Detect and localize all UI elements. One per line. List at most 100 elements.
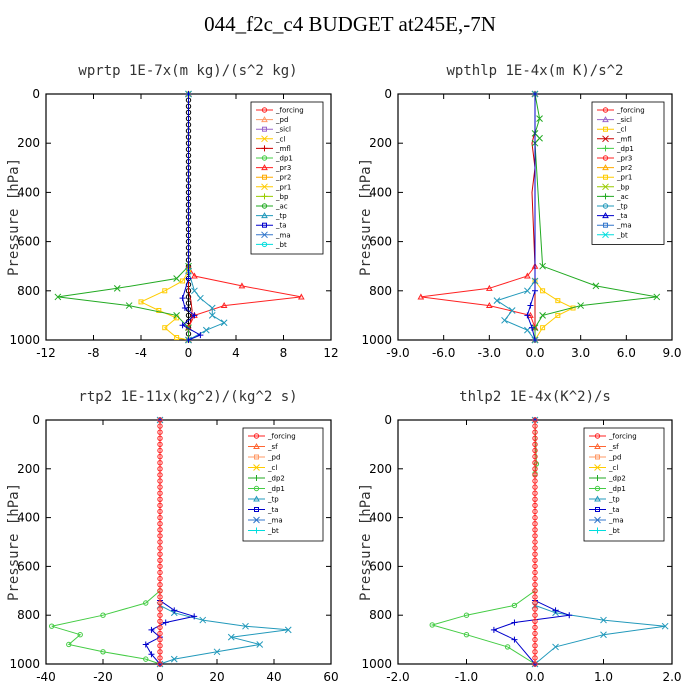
- data-point: [148, 626, 155, 633]
- legend-label: _pr1: [275, 183, 291, 191]
- data-point: [297, 293, 305, 300]
- legend: _forcing_pd _sicl_cl _mfl _dp1_pr3 _pr2_pr1 _…: [250, 101, 324, 255]
- legend-label: _pd: [275, 116, 288, 124]
- y-tick-label: 800: [369, 284, 392, 298]
- data-point: [142, 641, 149, 648]
- data-point: [157, 453, 163, 460]
- y-tick-label: 1000: [361, 333, 392, 347]
- legend-entry: _cl: [589, 464, 618, 472]
- y-tick-label: 0: [384, 87, 392, 101]
- x-tick-label: -1.0: [455, 670, 478, 684]
- series-line: [534, 94, 575, 341]
- data-point: [157, 649, 163, 655]
- data-point: [532, 533, 538, 539]
- data-point: [532, 527, 538, 533]
- data-point: [54, 293, 62, 301]
- legend-label: _bt: [267, 527, 279, 535]
- series-line: [534, 93, 657, 340]
- data-point: [532, 649, 538, 655]
- data-point: [157, 533, 163, 539]
- legend-entry: _ta: [597, 212, 628, 220]
- y-tick-label: 0: [32, 87, 40, 101]
- legend-label: _pr1: [616, 174, 632, 182]
- legend-entry: _pd: [589, 454, 621, 462]
- legend-label: _sf: [267, 443, 278, 451]
- data-point: [532, 490, 538, 496]
- data-point: [143, 656, 149, 662]
- data-point: [532, 618, 538, 624]
- data-point: [532, 588, 538, 594]
- data-point: [532, 551, 538, 557]
- x-tick-label: -20: [93, 670, 113, 684]
- data-point: [539, 262, 546, 270]
- legend-entry: _cl: [256, 135, 285, 143]
- data-point: [532, 600, 538, 606]
- legend-label: _ma: [275, 231, 291, 239]
- y-tick-label: 0: [32, 413, 40, 427]
- data-point: [143, 600, 149, 606]
- legend-label: _mfl: [616, 135, 632, 143]
- legend-entry: _forcing: [256, 107, 304, 115]
- data-point: [173, 275, 180, 282]
- legend-entry: _tp: [248, 495, 279, 504]
- data-point: [566, 612, 573, 619]
- data-point: [202, 326, 210, 334]
- legend-entry: _tp: [589, 495, 620, 504]
- data-point: [532, 569, 538, 576]
- legend: _forcing_sicl _cl_mfl _dp1 _pr3_pr2 _pr1_bp _…: [591, 101, 665, 245]
- legend-entry: _ac: [256, 203, 288, 211]
- panel-title: wprtp 1E-7x(m kg)/(s^2 kg): [78, 63, 297, 79]
- data-point: [577, 302, 585, 309]
- data-point: [157, 496, 163, 502]
- data-point: [532, 643, 538, 649]
- data-point: [157, 447, 163, 454]
- legend-label: _ta: [608, 506, 620, 514]
- data-point: [191, 272, 198, 279]
- series-line: [526, 94, 536, 341]
- data-point: [220, 319, 228, 327]
- x-tick-label: 20: [209, 670, 224, 684]
- y-tick-label: 600: [369, 235, 392, 249]
- legend-label: _pr2: [616, 164, 632, 172]
- data-point: [532, 575, 538, 582]
- legend-entry: _dp1: [256, 155, 293, 163]
- legend-entry: _ma: [256, 231, 291, 239]
- legend-entry: _pr2: [597, 164, 632, 172]
- legend-entry: _dp1: [248, 485, 285, 493]
- data-point: [157, 569, 163, 576]
- data-point: [536, 115, 543, 122]
- data-point: [532, 453, 538, 460]
- data-point: [185, 312, 192, 319]
- data-point: [532, 472, 538, 478]
- data-point: [191, 613, 198, 620]
- series-line: [181, 94, 202, 341]
- data-point: [199, 616, 207, 624]
- figure-title: 044_f2c_c4 BUDGET at245E,-7N: [204, 12, 496, 36]
- data-point: [524, 272, 531, 279]
- y-tick-label: 200: [369, 462, 392, 476]
- y-tick-label: 400: [369, 511, 392, 525]
- data-point: [148, 651, 155, 658]
- data-point: [208, 304, 216, 312]
- legend-entry: _ta: [589, 506, 620, 514]
- data-point: [185, 91, 192, 97]
- data-point: [185, 337, 192, 343]
- data-point: [157, 661, 163, 667]
- legend-label: _tp: [608, 496, 620, 504]
- x-tick-label: 0.0: [525, 346, 544, 360]
- data-point: [532, 606, 538, 612]
- data-point: [185, 294, 192, 300]
- legend-entry: _pr3: [256, 164, 291, 172]
- data-point: [504, 644, 511, 650]
- data-point: [100, 649, 106, 655]
- data-point: [157, 502, 163, 509]
- data-point: [532, 417, 538, 423]
- legend-entry: _pd: [248, 454, 280, 462]
- y-tick-label: 600: [17, 235, 40, 249]
- x-tick-label: 6.0: [617, 346, 636, 360]
- data-point: [157, 594, 163, 600]
- legend-label: _dp2: [267, 475, 285, 483]
- x-tick-label: -2.0: [386, 670, 409, 684]
- series-dp1: [429, 417, 540, 667]
- data-point: [157, 514, 163, 521]
